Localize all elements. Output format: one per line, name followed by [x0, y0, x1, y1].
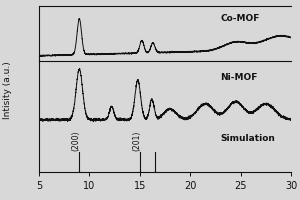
- Text: Intisity (a.u.): Intisity (a.u.): [3, 61, 12, 119]
- Text: (200): (200): [72, 130, 81, 151]
- Text: Co-MOF: Co-MOF: [220, 14, 260, 23]
- Text: (201): (201): [132, 131, 141, 151]
- Text: Simulation: Simulation: [220, 134, 275, 143]
- Text: Ni-MOF: Ni-MOF: [220, 73, 258, 82]
